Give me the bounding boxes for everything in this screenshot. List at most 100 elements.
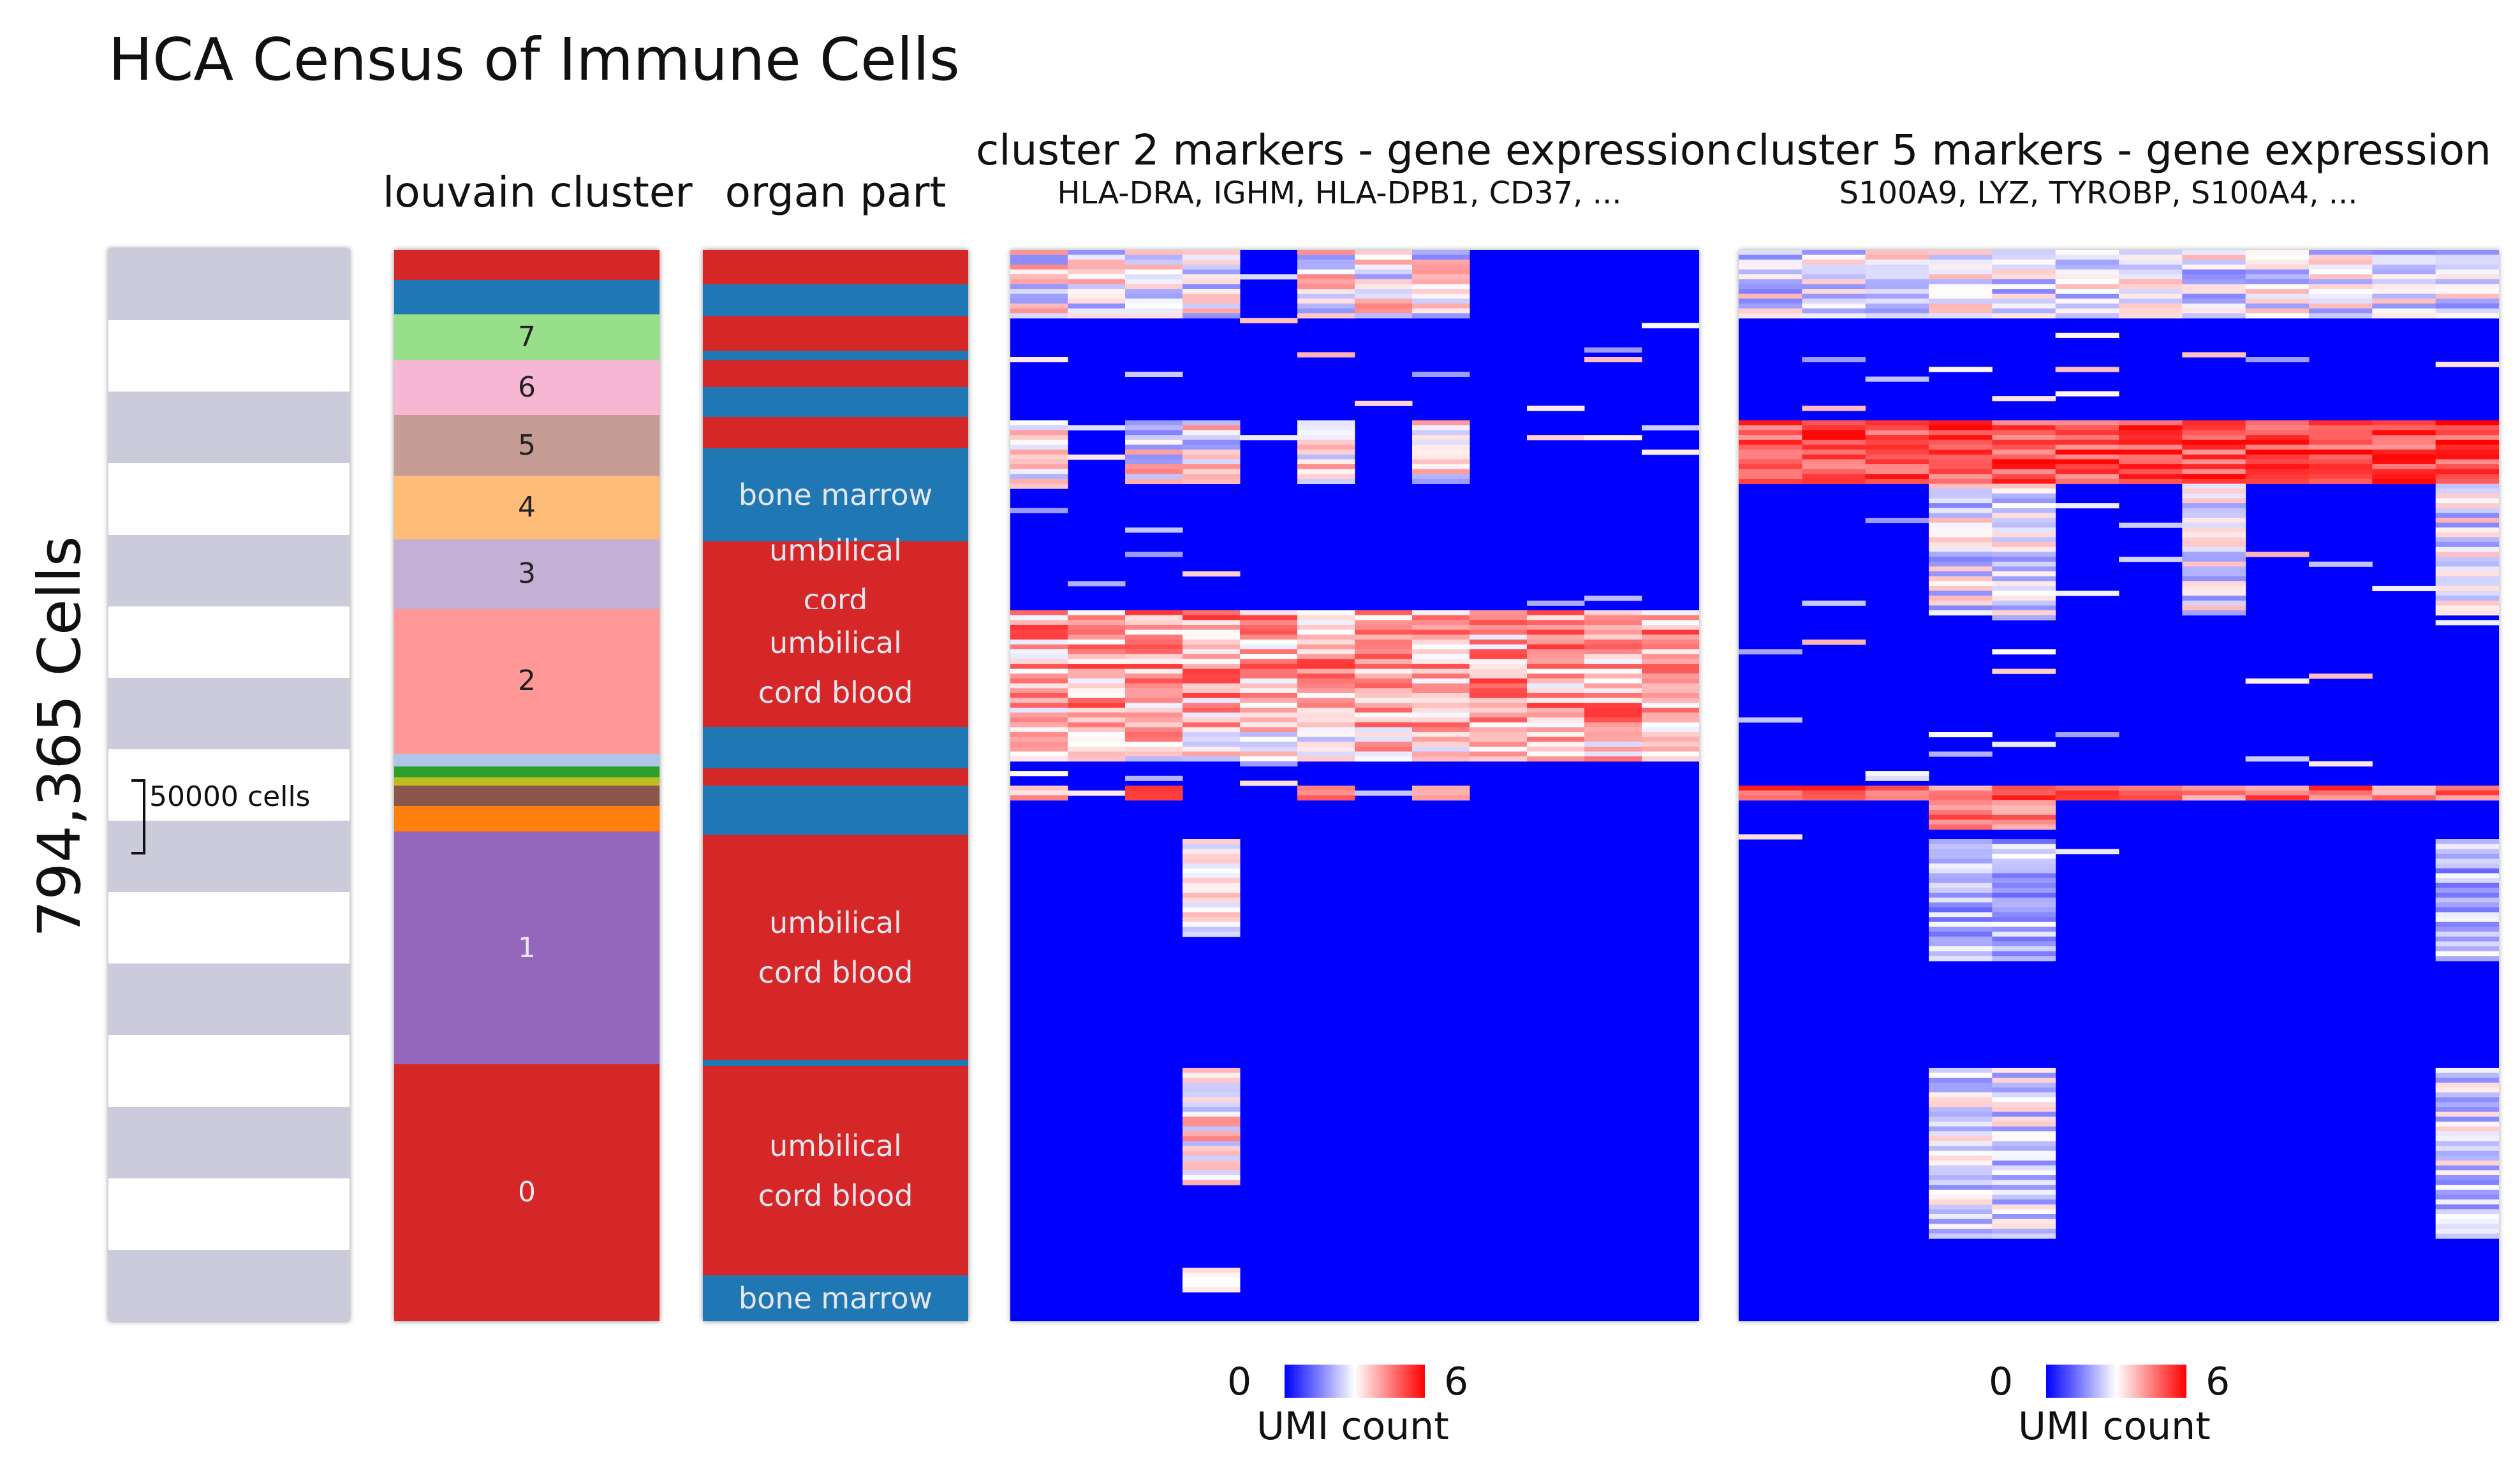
heat-cell	[1527, 742, 1585, 747]
heat-cell	[1355, 742, 1413, 747]
heat-cell	[2435, 566, 2499, 572]
heat-cell	[1010, 751, 1068, 757]
heat-cell	[2435, 493, 2499, 499]
cluster-label: 7	[518, 320, 536, 353]
heat-cell	[1929, 1121, 1993, 1127]
organ-part-block	[703, 387, 968, 418]
heat-cell	[1739, 717, 1802, 723]
organ-label: umbilical cord blood	[758, 905, 913, 990]
heat-cell	[1584, 717, 1642, 723]
heat-cell	[1992, 868, 2056, 874]
heat-cell	[1929, 576, 1993, 582]
heat-cell	[1412, 274, 1470, 280]
heat-cell	[2055, 332, 2119, 338]
heat-cell	[2309, 464, 2373, 470]
heat-cell	[2372, 478, 2436, 485]
heat-cell	[2182, 435, 2246, 441]
heat-cell	[2245, 444, 2310, 450]
heat-cell	[1412, 659, 1470, 664]
heat-cell	[1470, 751, 1528, 757]
heat-cell	[1068, 284, 1126, 289]
heat-cell	[1412, 756, 1470, 762]
heat-cell	[1992, 474, 2056, 480]
heat-cell	[1125, 698, 1183, 703]
heat-cell	[1297, 250, 1355, 256]
heat-cell	[1739, 834, 1802, 840]
heat-cell	[1125, 664, 1183, 670]
heat-cell	[1865, 459, 1929, 465]
heat-cell	[1125, 420, 1183, 426]
heat-cell	[2182, 313, 2246, 319]
scale-stripe	[108, 749, 350, 821]
heat-cell	[2435, 444, 2499, 450]
scale-stripe	[108, 677, 350, 749]
heat-cell	[1642, 639, 1699, 645]
heat-cell	[2245, 298, 2310, 304]
heat-cell	[1929, 1189, 1993, 1195]
heat-cell	[1125, 790, 1183, 796]
heat-cell	[1240, 274, 1298, 280]
heat-cell	[1992, 824, 2056, 830]
heat-cell	[1183, 893, 1241, 898]
heat-cell	[1412, 703, 1470, 708]
heat-cell	[1240, 707, 1298, 713]
heat-cell	[2435, 941, 2499, 947]
heat-cell	[1412, 717, 1470, 723]
heat-cell	[1739, 304, 1802, 309]
heat-cell	[1297, 289, 1355, 295]
heat-cell	[2182, 605, 2246, 611]
heat-cell	[1865, 775, 1929, 781]
heat-cell	[1355, 659, 1413, 664]
heat-cell	[1527, 406, 1585, 411]
heat-cell	[1929, 790, 1993, 796]
cell-scale-track	[108, 249, 350, 1321]
heat-cell	[1802, 279, 1866, 284]
heat-cell	[1010, 678, 1068, 684]
heat-cell	[2119, 435, 2183, 441]
heat-cell	[1527, 746, 1585, 752]
heat-cell	[1929, 503, 1993, 509]
heat-cell	[1470, 732, 1528, 738]
heat-cell	[1929, 1170, 1993, 1176]
heat-cell	[1010, 439, 1068, 445]
heat-cell	[1068, 722, 1126, 728]
heat-cell	[2309, 308, 2373, 314]
heat-cell	[1355, 293, 1413, 299]
heat-cell	[1240, 698, 1298, 703]
organ-part-block	[703, 316, 968, 351]
heat-cell	[1739, 444, 1802, 450]
heat-cell	[1865, 790, 1929, 796]
heat-cell	[2182, 527, 2246, 533]
heat-cell	[2245, 795, 2310, 801]
heat-cell	[2372, 585, 2436, 592]
heat-cell	[1992, 450, 2056, 455]
heat-cell	[1470, 756, 1528, 762]
heat-cell	[1183, 717, 1241, 723]
heat-cell	[1470, 649, 1528, 655]
heat-cell	[1929, 610, 1993, 616]
heat-cell	[1355, 664, 1413, 670]
heat-cell	[1584, 722, 1642, 728]
heat-cell	[1010, 786, 1068, 791]
heat-cell	[1739, 478, 1802, 485]
heat-cell	[1355, 629, 1413, 635]
heat-cell	[1929, 513, 1993, 518]
scale-stripe	[108, 1249, 350, 1321]
heat-cell	[1929, 941, 1993, 947]
heat-cell	[1865, 771, 1929, 777]
heat-cell	[2055, 313, 2119, 319]
heat-cell	[2245, 250, 2310, 256]
heat-cell	[2309, 790, 2373, 796]
heat-cell	[1992, 585, 2056, 592]
heat-cell	[1183, 430, 1241, 436]
heat-cell	[1802, 439, 1866, 445]
heat-cell	[1929, 844, 1993, 849]
cluster-label: 4	[518, 491, 536, 524]
heat-cell	[1068, 736, 1126, 742]
heat-cell	[1297, 308, 1355, 314]
heat-cell	[1412, 639, 1470, 645]
heat-cell	[1802, 425, 1866, 431]
heat-cell	[1412, 786, 1470, 791]
heat-cell	[1183, 474, 1241, 480]
heat-cell	[1412, 732, 1470, 738]
